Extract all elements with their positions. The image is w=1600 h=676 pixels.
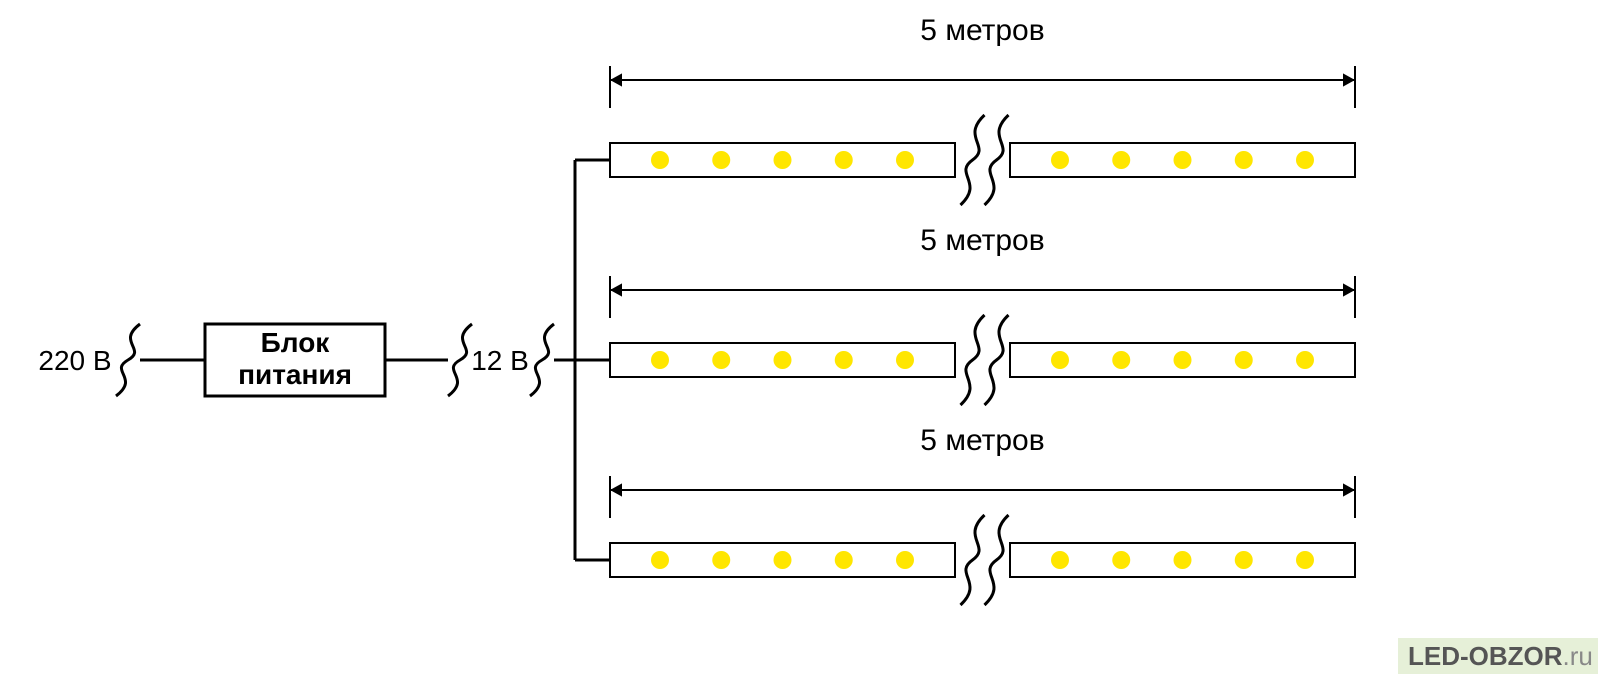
- arrowhead-icon: [1343, 73, 1355, 86]
- led-dot: [835, 351, 853, 369]
- led-dot: [712, 551, 730, 569]
- led-dot: [835, 151, 853, 169]
- wire-break: [961, 315, 985, 405]
- led-dot: [651, 351, 669, 369]
- led-dot: [1296, 351, 1314, 369]
- led-dot: [651, 151, 669, 169]
- wire-break: [961, 515, 985, 605]
- led-dot: [712, 351, 730, 369]
- wire-break: [116, 324, 140, 396]
- led-dot: [1051, 351, 1069, 369]
- led-dot: [1051, 151, 1069, 169]
- led-dot: [1296, 551, 1314, 569]
- wire-break: [961, 115, 985, 205]
- led-dot: [1112, 151, 1130, 169]
- arrowhead-icon: [610, 483, 622, 496]
- led-dot: [1235, 151, 1253, 169]
- led-dot: [896, 351, 914, 369]
- led-dot: [1174, 351, 1192, 369]
- psu-label-line2: питания: [238, 359, 352, 390]
- led-dot: [896, 551, 914, 569]
- dimension-label: 5 метров: [920, 14, 1044, 47]
- arrowhead-icon: [1343, 483, 1355, 496]
- led-dot: [774, 351, 792, 369]
- led-dot: [1112, 351, 1130, 369]
- wire-break: [985, 515, 1009, 605]
- led-dot: [1235, 551, 1253, 569]
- led-dot: [774, 151, 792, 169]
- dimension-label: 5 метров: [920, 224, 1044, 257]
- input-voltage-label: 220 В: [38, 345, 111, 376]
- output-voltage-label: 12 В: [471, 345, 529, 376]
- led-dot: [712, 151, 730, 169]
- psu-label-line1: Блок: [261, 327, 331, 358]
- led-dot: [1051, 551, 1069, 569]
- led-dot: [1174, 551, 1192, 569]
- led-dot: [1296, 151, 1314, 169]
- led-dot: [1174, 151, 1192, 169]
- wire-break: [985, 115, 1009, 205]
- led-dot: [1112, 551, 1130, 569]
- led-dot: [1235, 351, 1253, 369]
- dimension-label: 5 метров: [920, 424, 1044, 457]
- wire-break: [448, 324, 472, 396]
- wire-break: [530, 324, 554, 396]
- led-dot: [774, 551, 792, 569]
- wire-break: [985, 315, 1009, 405]
- watermark-text: LED-OBZOR.ru: [1408, 641, 1593, 671]
- led-dot: [835, 551, 853, 569]
- led-dot: [896, 151, 914, 169]
- arrowhead-icon: [610, 73, 622, 86]
- led-dot: [651, 551, 669, 569]
- arrowhead-icon: [1343, 283, 1355, 296]
- arrowhead-icon: [610, 283, 622, 296]
